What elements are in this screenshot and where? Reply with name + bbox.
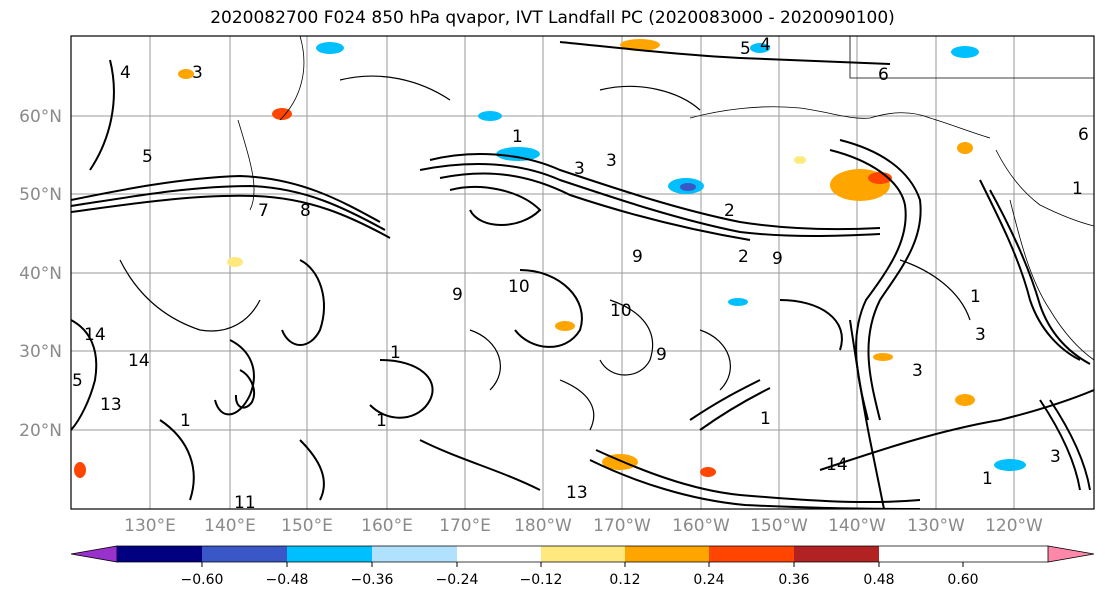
- contour-label: 3: [192, 63, 203, 83]
- colorbar-extend-right: [1047, 545, 1095, 563]
- lon-tick-label: 140°W: [828, 516, 886, 536]
- contour-label: 1: [390, 343, 401, 363]
- colorbar-segment: [794, 546, 879, 562]
- contour-label: 2: [738, 247, 749, 267]
- qvapor-anomaly-patches: [74, 39, 1026, 478]
- lon-tick-label: 160°E: [361, 516, 413, 536]
- contour-label: 10: [610, 301, 632, 321]
- contour-label: 14: [826, 455, 848, 475]
- latitude-labels: 60°N 50°N 40°N 30°N 20°N: [19, 107, 62, 441]
- map-frame: [70, 35, 1095, 510]
- colorbar-tick-label: 0.36: [778, 572, 809, 588]
- lon-tick-label: 170°W: [593, 516, 651, 536]
- contour-label: 9: [772, 249, 783, 269]
- contour-label: 6: [878, 65, 889, 85]
- lon-tick-label: 170°E: [439, 516, 491, 536]
- contour-label: 13: [100, 395, 122, 415]
- colorbar-tick-label: −0.60: [181, 572, 224, 588]
- colorbar-segment: [372, 546, 457, 562]
- colorbar-segment: [541, 546, 625, 562]
- contour-label: 5: [72, 371, 83, 391]
- contour-labels: 4 3 5 5 4 3 3 2 6 1 7 8 9 10 9 2 1 3 10 …: [72, 35, 1089, 513]
- colorbar-tick-label: 0.48: [863, 572, 894, 588]
- lon-tick-label: 180°W: [514, 516, 572, 536]
- contour-label: 3: [912, 361, 923, 381]
- colorbar-tick-label: 0.60: [947, 572, 978, 588]
- contour-label: 6: [1078, 125, 1089, 145]
- contour-label: 3: [606, 151, 617, 171]
- lon-tick-label: 160°W: [672, 516, 730, 536]
- contour-label: 7: [258, 201, 269, 221]
- ivt-contours: [71, 41, 1094, 509]
- lon-tick-label: 150°W: [750, 516, 808, 536]
- colorbar-segment: [457, 546, 541, 562]
- contour-label: 1: [760, 409, 771, 429]
- colorbar-tick-label: −0.24: [436, 572, 479, 588]
- lon-tick-label: 140°E: [204, 516, 256, 536]
- lat-tick-label: 50°N: [19, 185, 62, 205]
- colorbar-tick-label: 0.12: [609, 572, 640, 588]
- colorbar-tick-label: −0.36: [351, 572, 394, 588]
- lon-tick-label: 150°E: [281, 516, 333, 536]
- contour-label: 11: [234, 493, 256, 513]
- colorbar-tick-label: −0.12: [520, 572, 563, 588]
- lon-tick-label: 120°W: [985, 516, 1043, 536]
- plot-title: 2020082700 F024 850 hPa qvapor, IVT Land…: [210, 8, 895, 28]
- colorbar-segments: [117, 546, 879, 562]
- colorbar-tick-labels: −0.60 −0.48 −0.36 −0.24 −0.12 0.12 0.24 …: [181, 572, 979, 588]
- contour-label: 1: [180, 411, 191, 431]
- lon-tick-label: 130°E: [124, 516, 176, 536]
- colorbar-tick-label: −0.48: [266, 572, 309, 588]
- colorbar-segment: [709, 546, 794, 562]
- contour-label: 3: [975, 325, 986, 345]
- lat-tick-label: 20°N: [19, 421, 62, 441]
- contour-label: 9: [656, 345, 667, 365]
- map-panel: 4 3 5 5 4 3 3 2 6 1 7 8 9 10 9 2 1 3 10 …: [70, 35, 1095, 513]
- contour-label: 5: [740, 39, 751, 59]
- contour-label: 5: [142, 147, 153, 167]
- colorbar-ticks: [201, 562, 964, 567]
- lat-tick-label: 40°N: [19, 264, 62, 284]
- colorbar-segment: [287, 546, 372, 562]
- contour-label: 1: [970, 287, 981, 307]
- contour-label: 3: [1050, 447, 1061, 467]
- colorbar-tick-label: 0.24: [693, 572, 724, 588]
- contour-label: 9: [452, 285, 463, 305]
- lat-tick-label: 30°N: [19, 342, 62, 362]
- lon-tick-label: 130°W: [907, 516, 965, 536]
- contour-label: 4: [120, 63, 131, 83]
- contour-label: 2: [724, 201, 735, 221]
- longitude-labels: 130°E 140°E 150°E 160°E 170°E 180°W 170°…: [124, 516, 1043, 536]
- contour-label: 1: [1072, 179, 1083, 199]
- contour-label: 1: [982, 469, 993, 489]
- colorbar-segment: [117, 546, 202, 562]
- contour-label: 1: [376, 411, 387, 431]
- ivt-thin-contours: [119, 75, 971, 431]
- contour-label: 13: [566, 483, 588, 503]
- colorbar-extend-left: [70, 545, 118, 563]
- colorbar-segment: [625, 546, 709, 562]
- contour-label: 14: [84, 325, 106, 345]
- contour-label: 14: [128, 351, 150, 371]
- contour-label: 1: [512, 127, 523, 147]
- contour-label: 9: [632, 247, 643, 267]
- contour-label: 3: [574, 159, 585, 179]
- contour-label: 8: [300, 201, 311, 221]
- contour-label: 10: [508, 277, 530, 297]
- coastlines: [237, 36, 1094, 361]
- colorbar: −0.60 −0.48 −0.36 −0.24 −0.12 0.12 0.24 …: [70, 545, 1095, 588]
- contour-label: 4: [760, 35, 771, 55]
- lat-tick-label: 60°N: [19, 107, 62, 127]
- colorbar-segment: [202, 546, 287, 562]
